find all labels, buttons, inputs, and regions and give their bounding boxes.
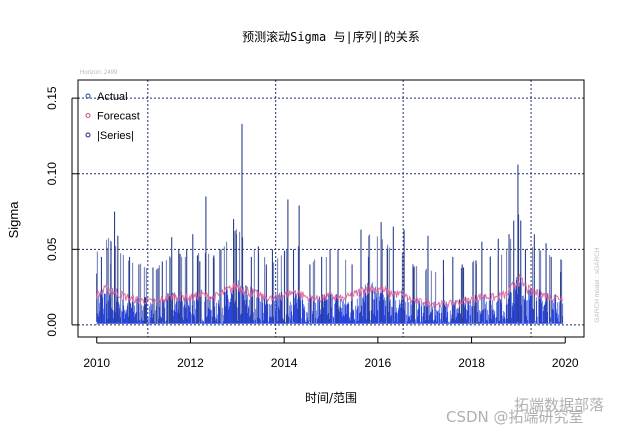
grid <box>78 80 584 337</box>
legend-marker <box>85 113 91 118</box>
forecast-line <box>96 273 563 309</box>
side-note: GARCH model : sGARCH <box>594 247 601 322</box>
x-tick-label: 2016 <box>365 356 392 370</box>
legend-label: |Series| <box>97 130 134 142</box>
y-tick-label: 0.00 <box>45 313 59 337</box>
x-tick-label: 2020 <box>552 356 579 370</box>
x-tick-label: 2012 <box>177 356 204 370</box>
legend-label: Forecast <box>97 111 140 123</box>
legend: Actual Forecast |Series| <box>85 91 140 142</box>
legend-label: Actual <box>97 91 128 103</box>
x-tick-label: 2014 <box>271 356 298 370</box>
y-axis-label: Sigma <box>6 201 21 239</box>
y-tick-label: 0.05 <box>45 237 59 261</box>
legend-marker <box>85 132 91 138</box>
legend-marker <box>85 93 91 99</box>
x-tick-label: 2010 <box>83 356 110 370</box>
horizon-note: Horizon: 2499 <box>80 70 118 76</box>
watermark: 拓端数据部落 CSDN @拓端研究室 <box>446 396 604 426</box>
y-tick-label: 0.10 <box>45 162 59 186</box>
data-marks <box>96 123 564 325</box>
x-axis-label: 时间/范围 <box>305 391 357 405</box>
watermark-line1: 拓端数据部落 <box>514 396 604 414</box>
x-tick-label: 2018 <box>458 356 485 370</box>
plot-frame <box>77 79 585 338</box>
axes: 2010 2012 2014 2016 2018 2020 0.00 0.05 0.10 0.15 <box>45 86 579 370</box>
chart-title: 预测滚动Sigma 与|序列|的关系 <box>242 29 420 44</box>
y-tick-label: 0.15 <box>45 86 59 110</box>
watermark-line2: CSDN @拓端研究室 <box>446 408 584 426</box>
